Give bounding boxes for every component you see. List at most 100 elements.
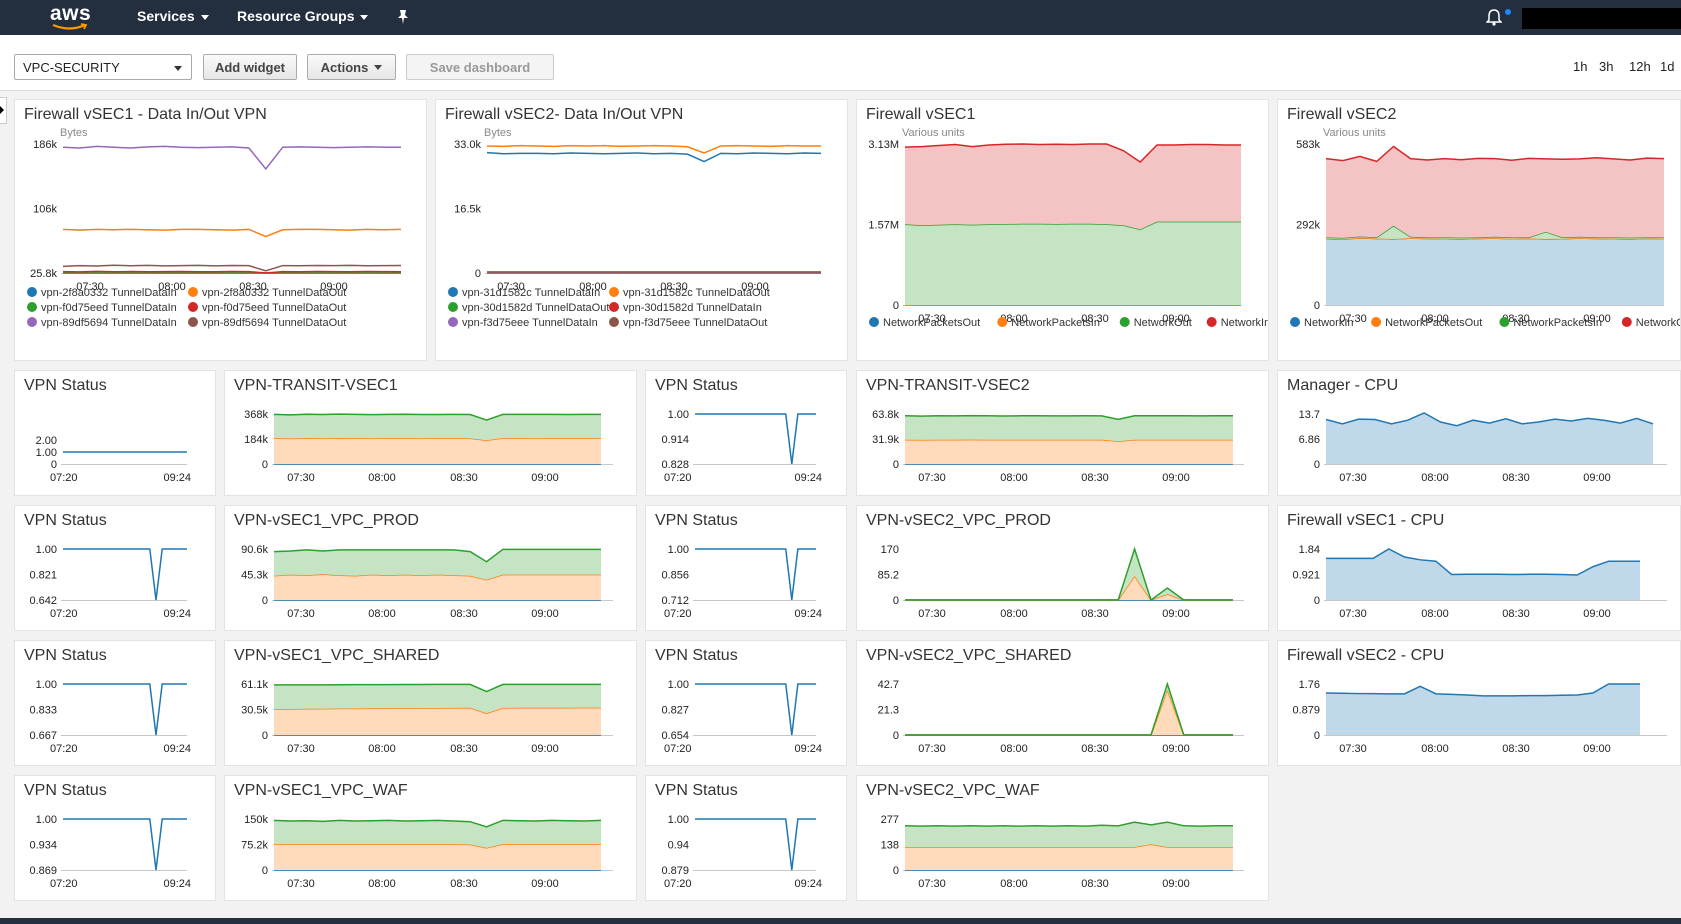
sidebar-toggle[interactable] xyxy=(0,97,7,124)
legend-label[interactable]: vpn-f0d75eed TunnelDataIn xyxy=(41,302,177,314)
legend-label[interactable]: vpn-31d1582c TunnelDataOut xyxy=(623,287,770,299)
legend-swatch[interactable] xyxy=(188,302,198,312)
legend-label[interactable]: NetworkPacketsOut xyxy=(1385,317,1482,329)
legend-swatch[interactable] xyxy=(609,302,619,312)
legend-swatch[interactable] xyxy=(1621,317,1632,327)
x-tick-label: 08:00 xyxy=(579,281,607,293)
legend-label[interactable]: vpn-2f8a0332 TunnelDataOut xyxy=(202,287,346,299)
legend-label[interactable]: vpn-2f8a0332 TunnelDataIn xyxy=(41,287,177,299)
widget-vpn-transit-vsec2[interactable]: VPN-TRANSIT-VSEC2 63.8k 31.9k 0 07:30 08:00 08… xyxy=(856,370,1269,496)
widget-vpn-vsec2-vpc-shared[interactable]: VPN-vSEC2_VPC_SHARED 42.7 21.3 0 07:30 08:00 0… xyxy=(856,640,1269,766)
x-tick-label: 08:30 xyxy=(450,743,478,755)
aws-logo[interactable]: aws xyxy=(50,2,91,30)
legend-label[interactable]: NetworkOut xyxy=(1636,317,1681,329)
y-tick-label: 170 xyxy=(881,544,899,556)
bell-icon[interactable] xyxy=(1486,9,1502,26)
widget-vpn-status[interactable]: VPN Status 2.00 1.00 0 07:20 09:24 xyxy=(14,370,216,496)
widget-vpn-vsec1-vpc-waf[interactable]: VPN-vSEC1_VPC_WAF 150k 75.2k 0 07:30 08:00 08:… xyxy=(224,775,637,901)
widget-vpn-vsec1-vpc-shared[interactable]: VPN-vSEC1_VPC_SHARED 61.1k 30.5k 0 07:30 08:0… xyxy=(224,640,637,766)
x-tick-label: 08:00 xyxy=(1421,743,1449,755)
legend-swatch[interactable] xyxy=(1119,317,1130,327)
chevron-down-icon xyxy=(174,66,182,71)
widget-vpn-status[interactable]: VPN Status 1.00 0.914 0.828 07:20 09:24 xyxy=(645,370,847,496)
y-tick-label: 277 xyxy=(881,814,899,826)
widget-vpn-vsec2-vpc-prod[interactable]: VPN-vSEC2_VPC_PROD 170 85.2 0 07:30 08:00 08:3… xyxy=(856,505,1269,631)
time-range-1h[interactable]: 1h xyxy=(1573,59,1588,74)
legend-label[interactable]: vpn-f3d75eee TunnelDataOut xyxy=(623,317,767,329)
add-widget-button[interactable]: Add widget xyxy=(203,54,297,80)
legend-label[interactable]: vpn-30d1582d TunnelDataOut xyxy=(462,302,609,314)
legend-swatch[interactable] xyxy=(609,317,619,327)
widget-vpn-status[interactable]: VPN Status 1.00 0.821 0.642 07:20 09:24 xyxy=(14,505,216,631)
legend-label[interactable]: vpn-f3d75eee TunnelDataIn xyxy=(462,317,598,329)
legend-swatch[interactable] xyxy=(448,287,458,297)
widget-firewall-vsec2-data-in-out-vpn[interactable]: Firewall vSEC2- Data In/Out VPN Bytes 33.0… xyxy=(435,99,848,361)
x-tick-label: 08:00 xyxy=(1421,313,1449,325)
widget-title: Firewall vSEC2- Data In/Out VPN xyxy=(445,106,684,123)
widget-vpn-vsec1-vpc-prod[interactable]: VPN-vSEC1_VPC_PROD 90.6k 45.3k 0 07:30 08:00 0… xyxy=(224,505,637,631)
legend-swatch[interactable] xyxy=(1290,317,1300,327)
widget-vpn-status[interactable]: VPN Status 1.00 0.934 0.869 07:20 09:24 xyxy=(14,775,216,901)
legend-swatch[interactable] xyxy=(188,287,198,297)
legend-swatch[interactable] xyxy=(997,317,1008,327)
y-tick-label: 1.00 xyxy=(36,679,57,691)
widget-vpn-vsec2-vpc-waf[interactable]: VPN-vSEC2_VPC_WAF 277 138 0 07:30 08:00 08:30 0… xyxy=(856,775,1269,901)
y-tick-label: 45.3k xyxy=(241,570,268,582)
legend-label[interactable]: vpn-30d1582d TunnelDataIn xyxy=(623,302,762,314)
widget-vpn-status[interactable]: VPN Status 1.00 0.827 0.654 07:20 09:24 xyxy=(645,640,847,766)
series-area xyxy=(905,684,1233,735)
widget-vpn-status[interactable]: VPN Status 1.00 0.94 0.879 07:20 09:24 xyxy=(645,775,847,901)
legend-label[interactable]: vpn-31d1582c TunnelDataIn xyxy=(462,287,600,299)
legend-swatch[interactable] xyxy=(188,317,198,327)
y-tick-label: 0.914 xyxy=(661,434,689,446)
legend-label[interactable]: vpn-89df5694 TunnelDataIn xyxy=(41,317,177,329)
legend-label[interactable]: NetworkPacketsIn xyxy=(1513,317,1602,329)
legend-label[interactable]: NetworkPacketsIn xyxy=(1011,317,1100,329)
legend-swatch[interactable] xyxy=(609,287,619,297)
series-area xyxy=(1326,684,1640,735)
legend-label[interactable]: vpn-f0d75eed TunnelDataOut xyxy=(202,302,346,314)
widget-firewall-vsec1[interactable]: Firewall vSEC1 Various units 3.13M 1.57M 0 07… xyxy=(856,99,1269,361)
widget-firewall-vsec1-data-in-out-vpn[interactable]: Firewall vSEC1 - Data In/Out VPN Bytes 186… xyxy=(14,99,427,361)
widget-vpn-status[interactable]: VPN Status 1.00 0.833 0.667 07:20 09:24 xyxy=(14,640,216,766)
account-menu[interactable] xyxy=(1522,8,1681,29)
legend-label[interactable]: NetworkIn xyxy=(1304,317,1354,329)
resource-groups-menu[interactable]: Resource Groups xyxy=(237,8,369,24)
legend-swatch[interactable] xyxy=(27,287,37,297)
legend-swatch[interactable] xyxy=(27,302,37,312)
widget-firewall-vsec1-cpu[interactable]: Firewall vSEC1 - CPU 1.84 0.921 0 07:30 08:00… xyxy=(1277,505,1681,631)
widget-firewall-vsec2[interactable]: Firewall vSEC2 Various units 583k 292k 0 07:3… xyxy=(1277,99,1681,361)
widget-firewall-vsec2-cpu[interactable]: Firewall vSEC2 - CPU 1.76 0.879 0 07:30 08:00… xyxy=(1277,640,1681,766)
legend-label[interactable]: NetworkPacketsOut xyxy=(883,317,980,329)
widget-vpn-transit-vsec1[interactable]: VPN-TRANSIT-VSEC1 368k 184k 0 07:30 08:00 08:3… xyxy=(224,370,637,496)
series-area xyxy=(274,684,601,714)
legend-swatch[interactable] xyxy=(448,317,458,327)
legend-swatch[interactable] xyxy=(1206,317,1217,327)
legend-swatch[interactable] xyxy=(27,317,37,327)
legend-swatch[interactable] xyxy=(1371,317,1382,327)
widget-vpn-status[interactable]: VPN Status 1.00 0.856 0.712 07:20 09:24 xyxy=(645,505,847,631)
pin-icon[interactable] xyxy=(396,9,410,25)
series-line xyxy=(274,683,601,693)
time-range-12h[interactable]: 12h xyxy=(1629,59,1651,74)
series-line xyxy=(62,270,402,274)
widget-title: Firewall vSEC1 - Data In/Out VPN xyxy=(24,106,267,123)
x-tick-label: 09:00 xyxy=(531,743,559,755)
legend-swatch[interactable] xyxy=(869,317,879,327)
legend-swatch[interactable] xyxy=(448,302,458,312)
time-range-1d[interactable]: 1d xyxy=(1660,59,1675,74)
actions-button[interactable]: Actions xyxy=(307,54,396,80)
dashboard-select[interactable]: VPC-SECURITY xyxy=(14,54,192,80)
time-range-3h[interactable]: 3h xyxy=(1599,59,1614,74)
y-tick-label: 0 xyxy=(1314,300,1320,312)
legend-swatch[interactable] xyxy=(1499,317,1510,327)
series-line xyxy=(486,144,821,154)
legend-label[interactable]: NetworkOut xyxy=(1134,317,1192,329)
widget-manager-cpu[interactable]: Manager - CPU 13.7 6.86 0 07:30 08:00 08:30 09:… xyxy=(1277,370,1681,496)
legend-label[interactable]: vpn-89df5694 TunnelDataOut xyxy=(202,317,346,329)
chart-svg: 277 138 0 07:30 08:00 08:30 09:00 xyxy=(881,814,1244,890)
save-dashboard-button[interactable]: Save dashboard xyxy=(406,54,554,80)
x-tick-label: 07:20 xyxy=(664,472,692,484)
legend-label[interactable]: NetworkIn xyxy=(1221,317,1269,329)
services-menu[interactable]: Services xyxy=(137,8,209,24)
